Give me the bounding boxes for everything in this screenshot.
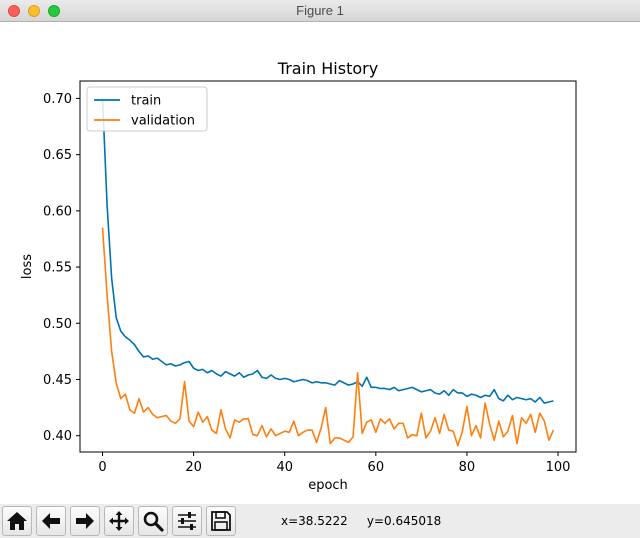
minimize-window-button[interactable]	[28, 5, 40, 17]
y-tick-label: 0.40	[43, 429, 72, 444]
back-button[interactable]	[36, 506, 66, 536]
series-line-validation	[101, 227, 555, 447]
sliders-icon	[178, 512, 196, 530]
window-titlebar: Figure 1	[0, 0, 640, 22]
axes-frame	[79, 80, 577, 453]
save-button[interactable]	[206, 506, 236, 536]
configure-subplots-button[interactable]	[172, 506, 202, 536]
x-tick-label: 0	[98, 460, 106, 475]
figure-canvas[interactable]: 0 20 40 60 80 100 0.40 0.45 0.50 0.55 0.60 0.65 0.70…	[0, 22, 640, 504]
pan-button[interactable]	[104, 506, 134, 536]
series-line-train	[101, 98, 554, 404]
chart-title: Train History	[277, 59, 378, 78]
home-button[interactable]	[2, 506, 32, 536]
cursor-x-readout: x=38.5222	[281, 514, 348, 528]
cursor-y-readout: y=0.645018	[366, 514, 442, 528]
y-tick-label: 0.65	[43, 148, 72, 163]
floppy-disk-icon	[211, 511, 231, 531]
x-tick-label: 100	[546, 460, 571, 475]
home-icon	[7, 512, 27, 530]
x-tick-label: 80	[459, 460, 476, 475]
zoom-button[interactable]	[138, 506, 168, 536]
x-tick-label: 40	[276, 460, 293, 475]
arrow-right-icon	[76, 513, 94, 529]
legend-label-train: train	[131, 94, 161, 109]
move-icon	[109, 511, 129, 531]
y-tick-label: 0.60	[43, 204, 72, 219]
x-tick-label: 60	[368, 460, 385, 475]
forward-button[interactable]	[70, 506, 100, 536]
arrow-left-icon	[42, 513, 60, 529]
magnifier-icon	[143, 511, 164, 532]
y-tick-label: 0.70	[43, 92, 72, 107]
navigation-toolbar: x=38.5222 y=0.645018	[0, 504, 640, 538]
x-tick-label: 20	[185, 460, 202, 475]
y-tick-label: 0.50	[43, 317, 72, 332]
window-title: Figure 1	[296, 3, 344, 18]
cursor-coordinates: x=38.5222 y=0.645018	[281, 514, 441, 528]
line-chart: 0 20 40 60 80 100 0.40 0.45 0.50 0.55 0.60 0.65 0.70…	[20, 59, 577, 493]
y-tick-label: 0.55	[43, 261, 72, 276]
x-axis-label: epoch	[308, 478, 348, 493]
zoom-window-button[interactable]	[48, 5, 60, 17]
legend-label-validation: validation	[131, 114, 195, 129]
y-tick-label: 0.45	[43, 373, 72, 388]
close-window-button[interactable]	[8, 5, 20, 17]
y-axis-label: loss	[20, 254, 35, 279]
